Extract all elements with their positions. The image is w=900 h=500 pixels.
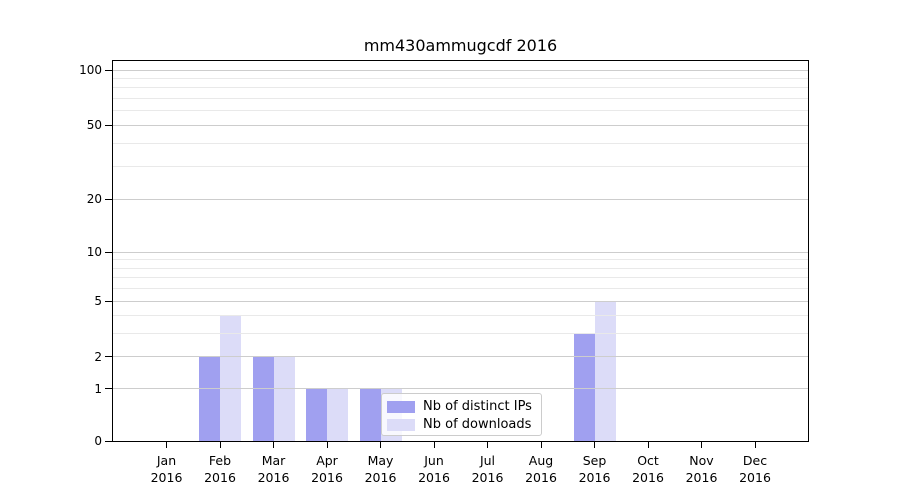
x-axis-tick bbox=[647, 442, 649, 448]
x-axis-tick bbox=[273, 442, 274, 448]
bar-distinct-ips-apr bbox=[306, 388, 327, 441]
minor-gridline bbox=[113, 315, 808, 317]
legend-item-downloads: Nb of downloads bbox=[387, 416, 535, 433]
bar-downloads-sep bbox=[594, 301, 616, 441]
bar-downloads-mar bbox=[273, 356, 295, 441]
y-axis-tick bbox=[105, 388, 112, 389]
y-axis-tick bbox=[105, 440, 112, 442]
minor-gridline bbox=[113, 277, 808, 279]
x-axis-tick bbox=[487, 442, 488, 448]
bar-downloads-feb bbox=[220, 315, 241, 441]
minor-gridline bbox=[113, 166, 808, 168]
x-axis-label: Nov 2016 bbox=[685, 453, 718, 485]
major-gridline bbox=[113, 198, 808, 200]
bar-distinct-ips-feb bbox=[199, 356, 220, 441]
major-gridline bbox=[113, 356, 808, 357]
x-axis-label: Jul 2016 bbox=[471, 453, 504, 485]
y-axis-tick bbox=[105, 251, 112, 253]
minor-gridline bbox=[113, 267, 808, 269]
minor-gridline bbox=[113, 87, 808, 89]
minor-gridline bbox=[113, 288, 808, 290]
minor-gridline bbox=[113, 77, 808, 79]
y-axis-label: 5 bbox=[94, 294, 102, 308]
x-axis-label: Jan 2016 bbox=[150, 453, 183, 485]
bar-distinct-ips-mar bbox=[252, 356, 274, 441]
bar-distinct-ips-sep bbox=[573, 333, 595, 441]
chart-title: mm430ammugcdf 2016 bbox=[363, 36, 558, 55]
legend-swatch-downloads-icon bbox=[387, 418, 415, 431]
y-axis-label: 0 bbox=[94, 434, 102, 448]
x-axis-tick bbox=[380, 442, 381, 448]
x-axis-label: Feb 2016 bbox=[204, 453, 236, 485]
major-gridline bbox=[113, 124, 808, 126]
major-gridline bbox=[113, 251, 808, 253]
x-axis-label: Apr 2016 bbox=[311, 453, 343, 485]
legend-item-distinct-ips: Nb of distinct IPs bbox=[387, 398, 535, 415]
y-axis-label: 50 bbox=[86, 118, 102, 132]
legend-label-distinct-ips: Nb of distinct IPs bbox=[423, 399, 532, 414]
x-axis-label: Mar 2016 bbox=[257, 453, 290, 485]
y-axis-tick bbox=[105, 69, 112, 71]
y-axis-label: 1 bbox=[94, 381, 102, 396]
y-axis-label: 100 bbox=[79, 63, 102, 77]
y-axis-tick bbox=[105, 300, 112, 302]
minor-gridline bbox=[113, 142, 808, 144]
x-axis-tick bbox=[701, 442, 702, 448]
x-axis-tick bbox=[540, 442, 542, 448]
x-axis-tick bbox=[754, 442, 756, 448]
legend-label-downloads: Nb of downloads bbox=[423, 417, 532, 432]
x-axis-label: Sep 2016 bbox=[578, 453, 611, 485]
legend-swatch-distinct-ips-icon bbox=[387, 400, 415, 413]
minor-gridline bbox=[113, 110, 808, 112]
y-axis-label: 2 bbox=[94, 349, 102, 364]
bar-downloads-apr bbox=[327, 388, 348, 441]
x-axis-tick bbox=[219, 442, 221, 448]
x-axis-label: Aug 2016 bbox=[525, 453, 557, 485]
y-axis-tick bbox=[105, 124, 112, 126]
major-gridline bbox=[113, 300, 808, 302]
x-axis-tick bbox=[166, 442, 167, 448]
x-axis-label: Jun 2016 bbox=[418, 453, 450, 485]
x-axis-label: Oct 2016 bbox=[632, 453, 664, 485]
major-gridline bbox=[113, 388, 808, 389]
bar-distinct-ips-may bbox=[359, 388, 381, 441]
y-axis-tick bbox=[105, 356, 112, 357]
y-axis-label: 20 bbox=[86, 192, 102, 206]
minor-gridline bbox=[113, 332, 808, 334]
major-gridline bbox=[113, 69, 808, 71]
x-axis-tick bbox=[326, 442, 328, 448]
legend: Nb of distinct IPs Nb of downloads bbox=[381, 393, 542, 436]
minor-gridline bbox=[113, 97, 808, 99]
y-axis-tick bbox=[105, 198, 112, 200]
y-axis-label: 10 bbox=[86, 245, 102, 259]
x-axis-label: May 2016 bbox=[364, 453, 397, 485]
x-axis-label: Dec 2016 bbox=[739, 453, 771, 485]
minor-gridline bbox=[113, 259, 808, 261]
x-axis-tick bbox=[594, 442, 595, 448]
x-axis-tick bbox=[433, 442, 435, 448]
